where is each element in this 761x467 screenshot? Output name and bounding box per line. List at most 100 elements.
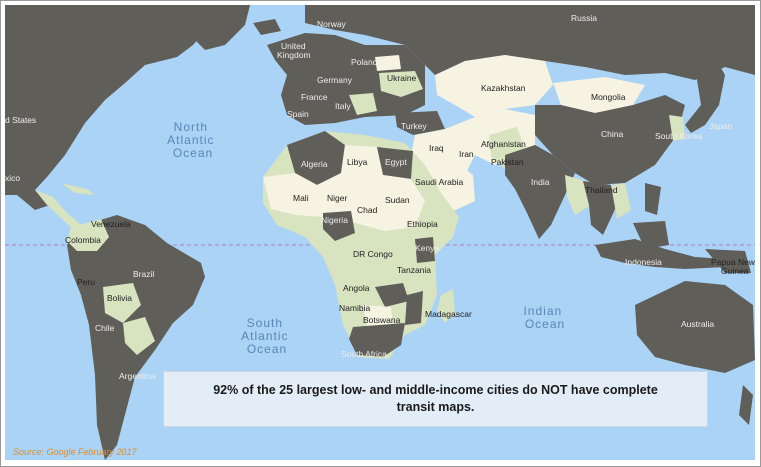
country-label: Russia <box>571 13 597 23</box>
country-label: South Africa <box>341 349 387 359</box>
country-label: Brazil <box>133 269 154 279</box>
country-label: Thailand <box>585 185 618 195</box>
country-label: d States <box>5 115 36 125</box>
land-cuba <box>61 183 95 195</box>
country-label: India <box>531 177 550 187</box>
land-balkans-light <box>349 93 377 115</box>
country-label: Niger <box>327 193 347 203</box>
land-libya <box>341 145 383 181</box>
land-russia <box>305 5 755 80</box>
land-kenya <box>415 237 435 263</box>
land-madagascar <box>437 289 455 323</box>
country-label: Iran <box>459 149 474 159</box>
country-label: Peru <box>77 277 95 287</box>
world-map: North Atlantic Ocean South Atlantic Ocea… <box>5 5 755 460</box>
country-label: Kenya <box>415 243 439 253</box>
country-label: Italy <box>335 101 351 111</box>
country-label: Argentina <box>119 371 156 381</box>
country-label: Tanzania <box>397 265 431 275</box>
country-label: Afghanistan <box>481 139 526 149</box>
land-borneo <box>633 221 669 249</box>
land-png <box>705 249 751 273</box>
country-label: Saudi Arabia <box>415 177 463 187</box>
country-label: Guinea <box>721 266 749 276</box>
land-ukraine-light <box>379 71 423 97</box>
country-label: United <box>281 41 306 51</box>
ocean-label-south-atlantic: South Atlantic Ocean <box>241 316 293 356</box>
country-label: Mali <box>293 193 309 203</box>
land-europe <box>267 33 425 125</box>
callout-text: 92% of the 25 largest low- and middle-in… <box>213 383 658 414</box>
land-kazakhstan <box>435 55 553 117</box>
land-china <box>535 95 685 185</box>
land-paraguay <box>123 317 155 355</box>
country-label: Indonesia <box>625 257 662 267</box>
land-egypt <box>377 147 413 179</box>
country-label: Venezuela <box>91 219 131 229</box>
land-algeria <box>287 131 345 185</box>
land-mozambique <box>405 291 423 325</box>
land-indonesia <box>595 239 725 269</box>
country-label: Nigeria <box>321 215 348 225</box>
country-label: Japan <box>709 121 732 131</box>
country-label: Australia <box>681 319 714 329</box>
land-botswana <box>363 305 393 327</box>
land-zambia <box>375 283 409 307</box>
land-australia <box>635 281 755 373</box>
land-iceland <box>253 19 281 35</box>
land-greenland <box>155 5 250 50</box>
land-india <box>505 145 575 239</box>
country-label: Colombia <box>65 235 101 245</box>
country-label: Botswana <box>363 315 401 325</box>
land-central-america <box>35 190 87 233</box>
land-vietnam-light <box>611 183 631 219</box>
country-label: Pakistan <box>491 157 524 167</box>
country-label: Algeria <box>301 159 328 169</box>
country-label: xico <box>5 173 20 183</box>
country-label: Germany <box>317 75 353 85</box>
country-label: Libya <box>347 157 368 167</box>
country-label: Bolivia <box>107 293 132 303</box>
country-label: South Korea <box>655 131 703 141</box>
map-labels: North Atlantic Ocean South Atlantic Ocea… <box>5 13 755 381</box>
country-label: Spain <box>287 109 309 119</box>
country-label: Chad <box>357 205 378 215</box>
map-canvas <box>5 5 755 460</box>
country-label: Angola <box>343 283 370 293</box>
country-label: DR Congo <box>353 249 393 259</box>
ocean-label-indian: Indian Ocean <box>523 304 566 331</box>
source-note: Source: Google February 2017 <box>13 447 137 457</box>
country-label: Egypt <box>385 157 407 167</box>
country-label: Kazakhstan <box>481 83 526 93</box>
country-label: Poland <box>351 57 378 67</box>
land-japan <box>685 61 725 133</box>
land-thailand <box>583 181 617 235</box>
country-label: Sudan <box>385 195 410 205</box>
land-nigeria <box>323 211 355 241</box>
country-label: France <box>301 92 328 102</box>
land-bolivia <box>103 283 141 323</box>
land-north-america <box>5 5 210 210</box>
land-south-africa <box>349 323 405 357</box>
country-label: Kingdom <box>277 50 311 60</box>
land-uk <box>288 41 307 71</box>
land-mongolia <box>553 77 645 113</box>
country-label: Turkey <box>401 121 427 131</box>
ocean-label-north-atlantic: North Atlantic Ocean <box>167 120 219 160</box>
country-label: Iraq <box>429 143 444 153</box>
land-belarus <box>375 55 401 71</box>
country-label: Ukraine <box>387 73 417 83</box>
country-label: Madagascar <box>425 309 472 319</box>
land-new-zealand <box>739 385 753 425</box>
country-label: China <box>601 129 623 139</box>
land-korea <box>669 115 685 141</box>
country-label: Ethiopia <box>407 219 438 229</box>
country-label: Namibia <box>339 303 370 313</box>
land-sahel-light <box>263 173 425 231</box>
land-philippines <box>645 183 661 215</box>
country-label: Chile <box>95 323 115 333</box>
land-colombia <box>67 219 109 251</box>
land-turkey <box>395 111 445 135</box>
country-label: Mongolia <box>591 92 626 102</box>
